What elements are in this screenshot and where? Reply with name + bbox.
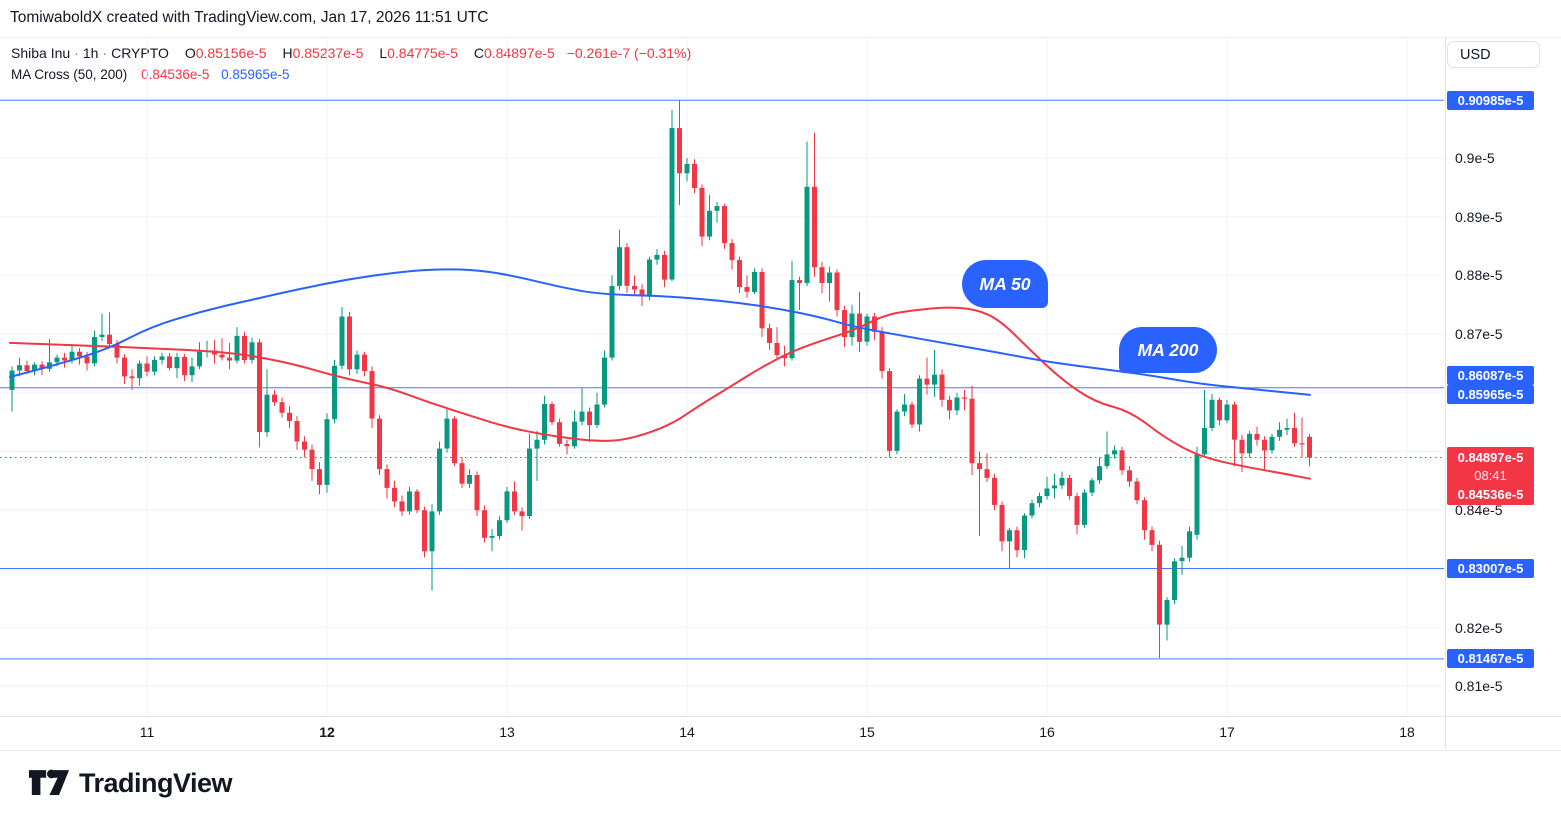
tradingview-logo[interactable]: TradingView: [28, 768, 233, 799]
indicator-legend-row[interactable]: MA Cross (50, 200) 0.84536e-5 0.85965e-5: [11, 67, 289, 82]
separator-dot: ·: [102, 45, 108, 61]
price-level-badge: 0.83007e-5: [1447, 559, 1534, 578]
header-divider: [0, 37, 1561, 38]
currency-toggle-button[interactable]: USD: [1447, 41, 1540, 68]
ma50-value: 0.84536e-5: [141, 67, 210, 82]
ma200-pill-text: MA 200: [1137, 339, 1199, 360]
ma50-pill-label[interactable]: MA 50: [962, 260, 1048, 308]
time-axis[interactable]: 11 12 13 14 15 16 17 18: [0, 716, 1561, 751]
tradingview-logo-icon: [28, 769, 70, 795]
time-tick-day-11: 11: [139, 724, 155, 740]
indicator-name[interactable]: MA Cross (50, 200): [11, 67, 128, 82]
price-tick: 0.82e-5: [1455, 620, 1503, 636]
ohlc-open: O0.85156e-5: [184, 45, 267, 61]
time-tick-day-18: 18: [1399, 724, 1415, 740]
ohlc-close: C0.84897e-5: [473, 45, 555, 61]
price-level-badge: 0.81467e-5: [1447, 649, 1534, 668]
ma50-pill-text: MA 50: [979, 273, 1031, 294]
tradingview-logo-text: TradingView: [79, 768, 233, 798]
ma200-pill-label[interactable]: MA 200: [1119, 327, 1217, 373]
time-tick-day-15: 15: [859, 724, 875, 740]
time-tick-day-14: 14: [679, 724, 695, 740]
last-price-badge: 0.84897e-5 08:41 0.84536e-5: [1447, 447, 1534, 505]
price-tick: 0.89e-5: [1455, 209, 1503, 225]
price-level-badge: 0.86087e-5: [1447, 366, 1534, 385]
last-price-value: 0.84897e-5: [1457, 450, 1524, 465]
price-tick: 0.9e-5: [1455, 150, 1495, 166]
time-tick-day-12: 12: [319, 724, 335, 740]
time-tick-day-16: 16: [1039, 724, 1055, 740]
symbol-name[interactable]: Shiba Inu: [11, 45, 71, 61]
separator-dot: ·: [74, 45, 79, 61]
price-tick: 0.81e-5: [1455, 678, 1503, 694]
time-tick-day-13: 13: [499, 724, 515, 740]
price-tick: 0.88e-5: [1455, 267, 1503, 283]
ohlc-high: H0.85237e-5: [282, 45, 364, 61]
price-chart-canvas[interactable]: [0, 37, 1444, 716]
ma50-axis-value: 0.84536e-5: [1457, 487, 1524, 502]
price-level-badge: 0.90985e-5: [1447, 91, 1534, 110]
time-tick-day-17: 17: [1219, 724, 1235, 740]
bar-countdown: 08:41: [1474, 468, 1507, 483]
interval-label[interactable]: 1h: [82, 45, 99, 61]
price-axis[interactable]: 0.9e-5 0.89e-5 0.88e-5 0.87e-5 0.84e-5 0.82e-…: [1445, 37, 1561, 749]
price-change: −0.261e-7 (−0.31%): [566, 45, 692, 61]
ohlc-low: L0.84775e-5: [379, 45, 458, 61]
symbol-legend-row[interactable]: Shiba Inu · 1h · CRYPTO O0.85156e-5 H0.85237…: [11, 45, 691, 61]
watermark-credit: TomiwaboldX created with TradingView.com…: [10, 9, 489, 26]
exchange-label[interactable]: CRYPTO: [111, 45, 169, 61]
price-level-badge: 0.85965e-5: [1447, 385, 1534, 404]
ma200-value: 0.85965e-5: [221, 67, 290, 82]
price-tick: 0.84e-5: [1455, 502, 1503, 518]
price-tick: 0.87e-5: [1455, 326, 1503, 342]
